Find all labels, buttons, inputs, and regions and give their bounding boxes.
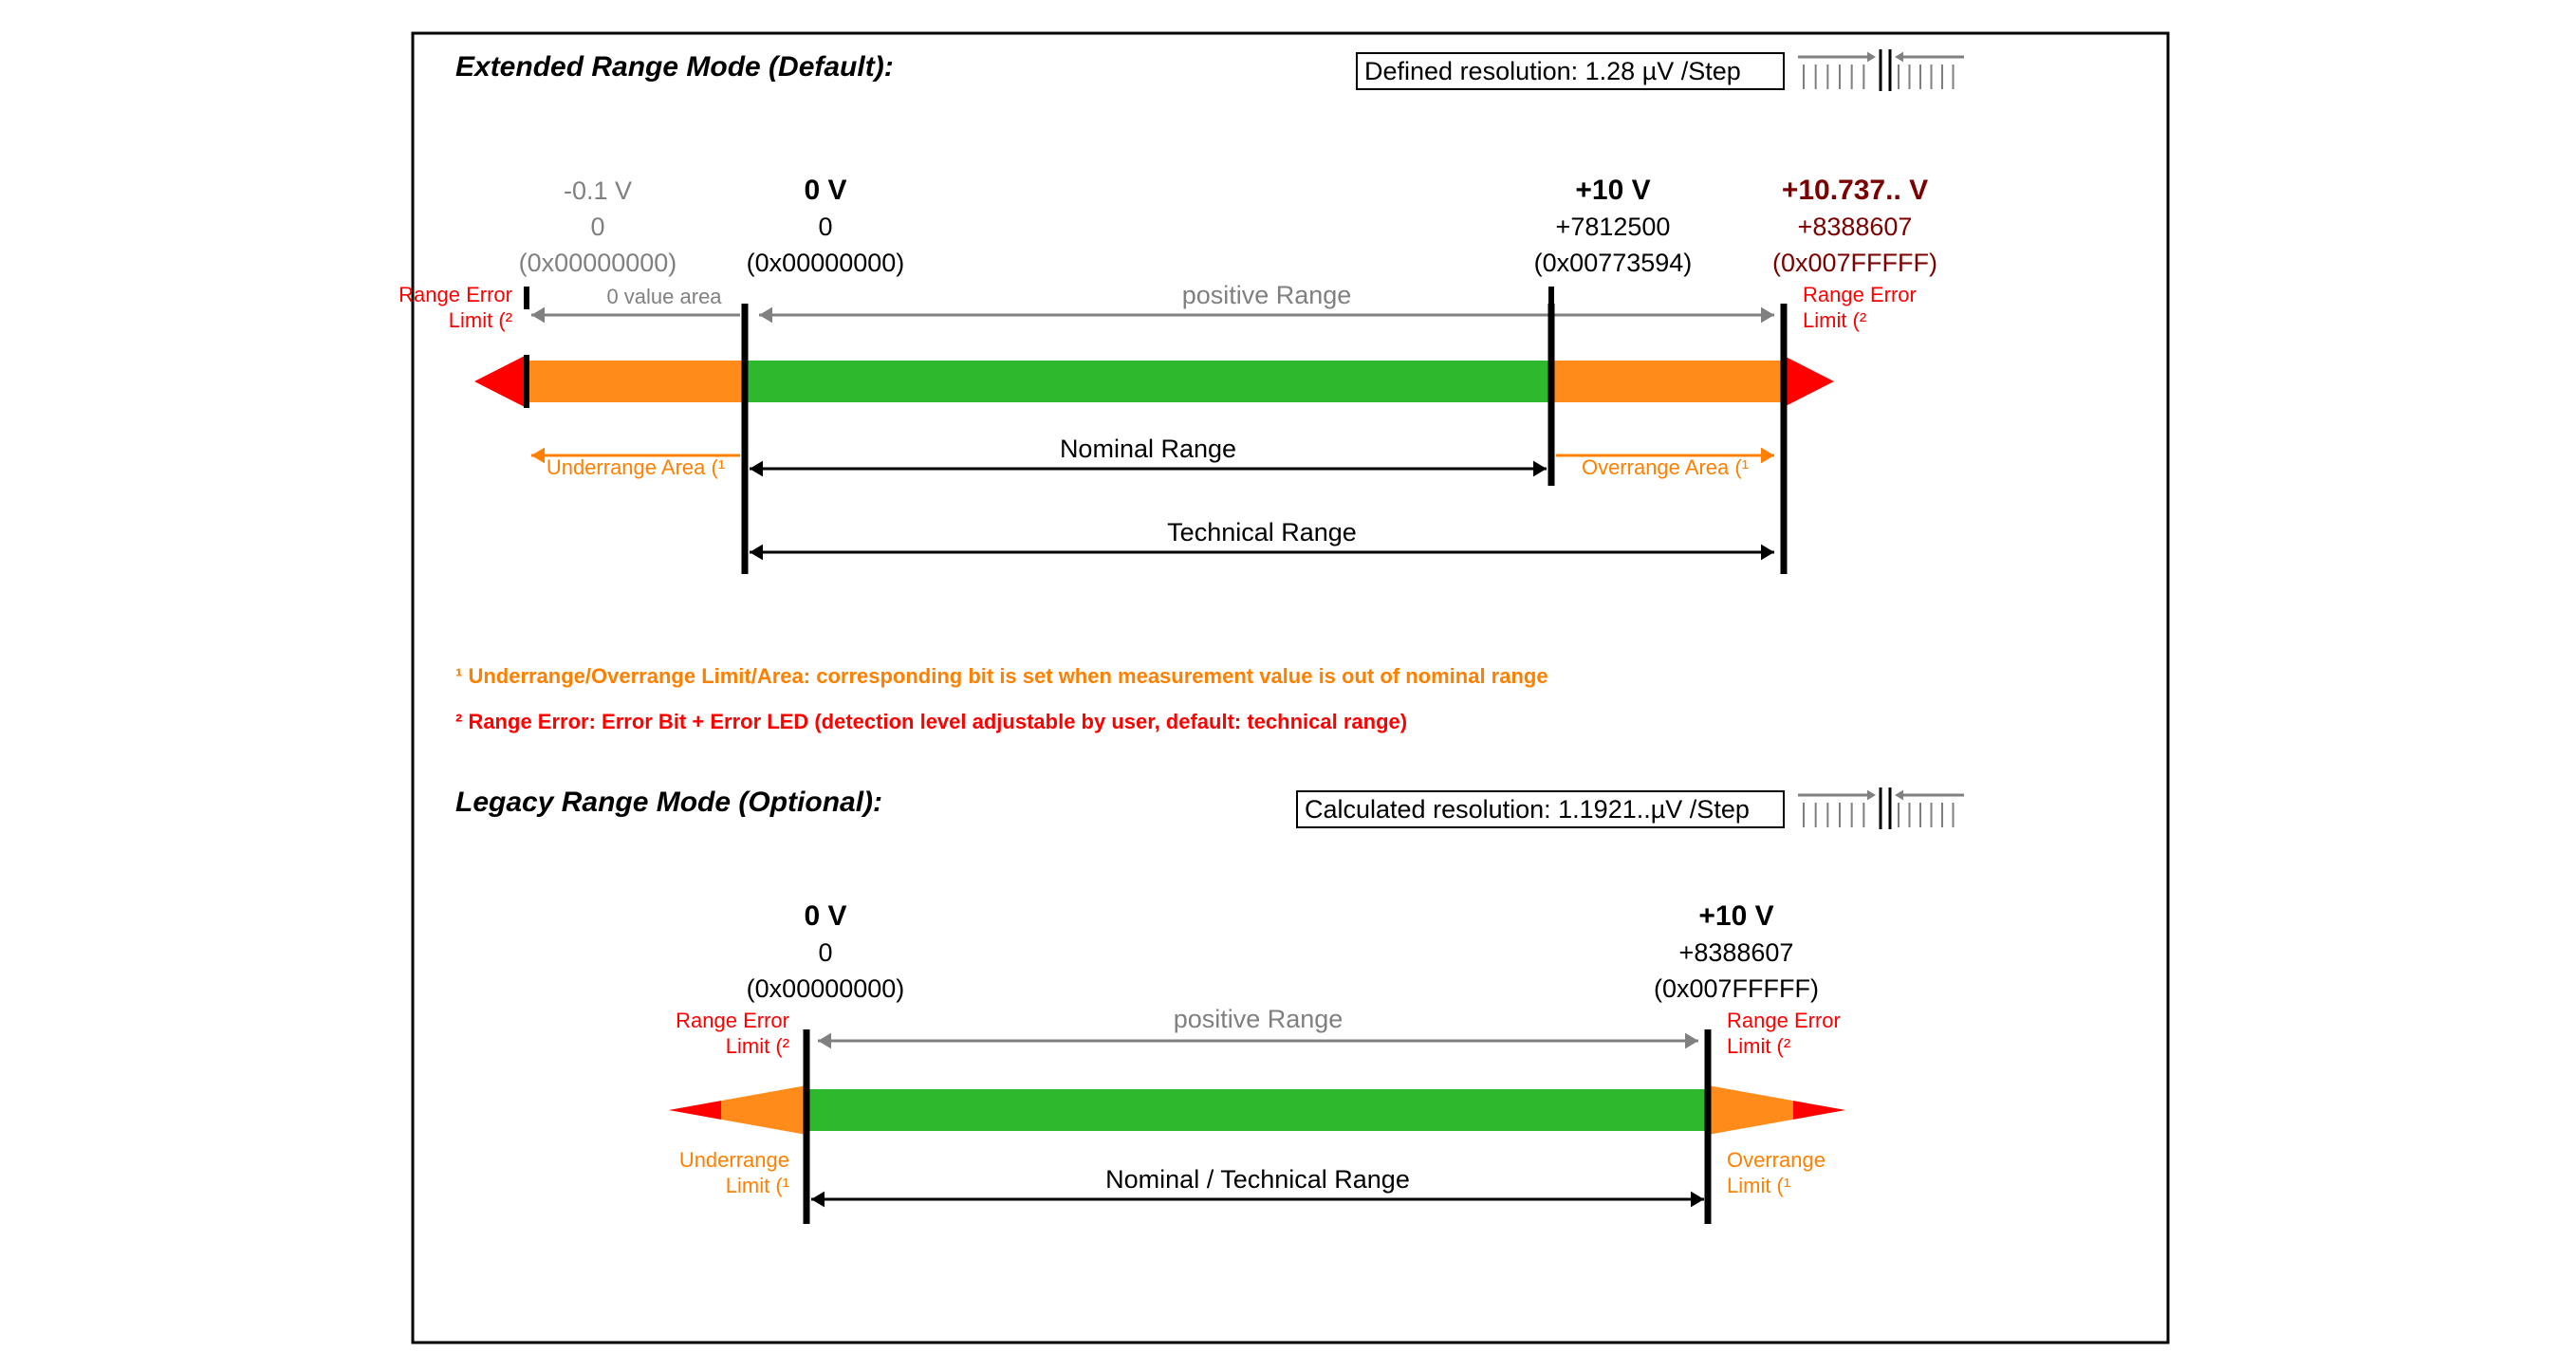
ext-neg01-hex: (0x00000000)	[519, 249, 677, 277]
legacy-title: Legacy Range Mode (Optional):	[455, 787, 882, 818]
footnote-1: ¹ Underrange/Overrange Limit/Area: corre…	[455, 664, 1548, 688]
ext-p10-voltage: +10 V	[1575, 175, 1650, 206]
ext-overrange: Overrange Area (¹	[1582, 455, 1749, 479]
extended-bar	[474, 355, 1834, 408]
ext-nominal-range: Nominal Range	[1060, 435, 1236, 463]
ext-p10-value: +7812500	[1556, 213, 1671, 241]
ext-underrange: Underrange Area (¹	[547, 455, 725, 479]
extended-resolution: Defined resolution: 1.28 µV /Step	[1364, 57, 1741, 85]
footnote-2: ² Range Error: Error Bit + Error LED (de…	[455, 710, 1407, 733]
legacy-resolution: Calculated resolution: 1.1921..µV /Step	[1305, 795, 1750, 824]
legacy-p10-hex: (0x007FFFFF)	[1654, 974, 1819, 1003]
legacy-positive-range: positive Range	[1174, 1005, 1344, 1033]
ext-max-value: +8388607	[1798, 213, 1913, 241]
ext-max-voltage: +10.737.. V	[1782, 175, 1928, 206]
legacy-zero-voltage: 0 V	[804, 900, 846, 932]
svg-text:Limit (²: Limit (²	[1803, 308, 1866, 332]
legacy-nominal-range: Nominal / Technical Range	[1105, 1165, 1410, 1194]
ext-zero-value: 0	[818, 213, 832, 241]
svg-text:Limit (²: Limit (²	[1727, 1034, 1790, 1058]
legacy-p10-value: +8388607	[1679, 938, 1794, 967]
svg-text:Limit (¹: Limit (¹	[1727, 1174, 1790, 1197]
ext-max-hex: (0x007FFFFF)	[1772, 249, 1937, 277]
ext-range-error-right: Range Error	[1803, 283, 1917, 306]
ext-neg01-value: 0	[590, 213, 604, 241]
svg-text:Limit (¹: Limit (¹	[726, 1174, 789, 1197]
legacy-p10-voltage: +10 V	[1698, 900, 1773, 932]
extended-title: Extended Range Mode (Default):	[455, 51, 894, 83]
legacy-range-error-left: Range Error	[676, 1009, 789, 1032]
ext-positive-range: positive Range	[1182, 281, 1352, 309]
legacy-bar	[669, 1085, 1845, 1135]
legacy-zero-value: 0	[818, 938, 832, 967]
legacy-zero-hex: (0x00000000)	[747, 974, 905, 1003]
ext-range-error-left: Range Error	[398, 283, 512, 306]
ext-technical-range: Technical Range	[1167, 518, 1357, 547]
svg-text:Limit (²: Limit (²	[449, 308, 512, 332]
legacy-range-error-right: Range Error	[1727, 1009, 1841, 1032]
range-mode-diagram: Extended Range Mode (Default): Defined re…	[0, 0, 2576, 1371]
ext-zero-value-area: 0 value area	[606, 285, 722, 308]
legacy-overrange: Overrange	[1727, 1148, 1825, 1172]
svg-text:Limit (²: Limit (²	[726, 1034, 789, 1058]
ext-zero-voltage: 0 V	[804, 175, 846, 206]
ext-p10-hex: (0x00773594)	[1534, 249, 1693, 277]
ext-neg01-voltage: -0.1 V	[564, 176, 632, 205]
legacy-underrange: Underrange	[679, 1148, 789, 1172]
ext-zero-hex: (0x00000000)	[747, 249, 905, 277]
